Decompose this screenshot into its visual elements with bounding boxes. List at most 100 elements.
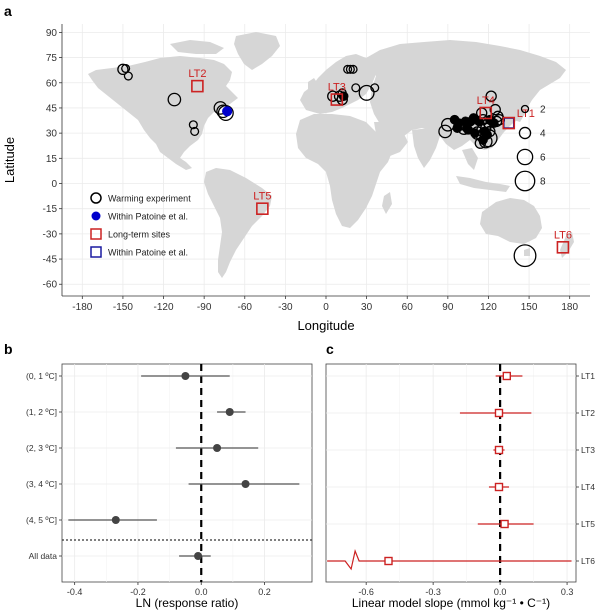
size-legend-label: 2 (540, 105, 546, 116)
panel-c-x-axis-label: Linear model slope (mmol kg⁻¹ • C⁻¹) (352, 596, 550, 610)
long-term-site-label: LT2 (188, 68, 206, 80)
c-x-tick-label: -0.3 (425, 587, 441, 597)
land-north-america (88, 56, 238, 170)
warming-site-point (489, 103, 501, 116)
long-term-site-label: LT1 (517, 108, 535, 120)
panel-b-marks (62, 364, 312, 582)
map-land (88, 32, 574, 278)
land-australia (480, 198, 542, 244)
size-legend-circle (520, 104, 530, 114)
map-y-axis-label: Latitude (2, 137, 17, 183)
warming-site-point-filled (478, 135, 488, 145)
long-term-site-square (256, 202, 269, 215)
land-arctic-islands (170, 40, 224, 54)
map-y-tick-label: -60 (43, 280, 58, 291)
warming-site-point (188, 120, 198, 130)
land-madagascar (382, 192, 392, 214)
patoine-site-point (222, 106, 233, 117)
map-legend: Warming experiment Within Patoine et al. L… (90, 192, 191, 258)
map-y-tick-label: -15 (43, 204, 58, 215)
c-point (494, 408, 504, 418)
panel-b-x-axis-label: LN (response ratio) (136, 596, 239, 610)
b-point (194, 552, 203, 560)
panel-b-axes: -0.4 -0.2 0.0 0.2 (0, 1 ºC] (1, 2 ºC] (2, 3 ºC… (26, 371, 271, 597)
warming-site-point (513, 244, 537, 268)
warming-site-point (485, 90, 497, 102)
warming-site-point (345, 64, 355, 74)
map-y-tick-label: -30 (43, 229, 58, 240)
c-category-label: LT1 (581, 371, 595, 381)
warming-site-point (167, 92, 182, 107)
map-y-tick-label: 90 (46, 28, 58, 39)
map-x-tick-label: 150 (521, 302, 538, 313)
land-africa (296, 114, 392, 228)
long-term-site-square (191, 79, 204, 93)
b-point (111, 516, 120, 524)
legend-label: Within Patoine et al. (108, 248, 188, 258)
size-legend-label: 6 (540, 153, 546, 164)
b-point (181, 372, 190, 380)
long-term-site-label: LT3 (328, 82, 346, 94)
long-term-site-square (330, 93, 344, 106)
c-x-tick-label: -0.6 (358, 587, 374, 597)
map-x-tick-label: -120 (154, 302, 174, 313)
long-term-site-square (502, 116, 516, 130)
b-category-label: All data (29, 551, 58, 561)
legend-marker-square (90, 246, 102, 258)
legend-marker-warming (90, 192, 102, 204)
land-uk (308, 78, 318, 92)
map-x-tick-label: -30 (278, 302, 293, 313)
legend-label: Within Patoine et al. (108, 212, 188, 222)
warming-site-point (343, 64, 353, 74)
b-category-label: (1, 2 ºC] (26, 407, 57, 417)
panel-b-forest-plot: b -0.4 -0.2 0.0 0.2 (0, 1 ºC] (1, 2 ºC] (2, 3 … (4, 341, 313, 610)
panel-c-forest-plot: c -0.6 -0.3 0.0 0.3 LT1 LT2 LT3 LT4 LT5 LT6 Linea… (325, 341, 595, 610)
long-term-site-label: LT6 (554, 229, 572, 241)
warming-site-point (358, 84, 375, 101)
c-category-label: LT5 (581, 519, 595, 529)
panel-a-letter: a (4, 3, 12, 19)
b-category-label: (0, 1 ºC] (26, 371, 57, 381)
map-x-tick-label: 30 (361, 302, 373, 313)
legend-marker-square (90, 228, 102, 240)
map-x-tick-label: -90 (197, 302, 212, 313)
land-south-america (204, 168, 272, 278)
land-new-zealand (560, 232, 574, 258)
land-tasmania (524, 248, 530, 256)
warming-site-point-filled (452, 123, 463, 133)
size-legend-circle (518, 126, 532, 140)
map-y-tick-label: 45 (46, 103, 58, 114)
long-term-site-square (479, 106, 493, 120)
b-point (213, 444, 222, 452)
size-legend-circle (514, 170, 536, 192)
land-india (412, 128, 440, 168)
size-legend-circle (516, 148, 534, 166)
map-x-tick-label: 120 (480, 302, 497, 313)
warming-site-point-filled (489, 118, 499, 128)
c-point (494, 445, 504, 455)
land-southeast-asia (462, 148, 478, 170)
map-y-tick-label: 75 (46, 53, 58, 64)
land-greenland (234, 32, 280, 70)
map-y-tick-label: 15 (46, 154, 58, 165)
b-x-tick-label: -0.2 (130, 587, 146, 597)
c-x-tick-label: 0.0 (494, 587, 507, 597)
map-axes: -180 -150 -120 -90 -60 -30 0 30 60 90 120 150 180-60… (43, 24, 590, 313)
map-y-tick-label: 30 (46, 129, 58, 140)
size-legend-label: 4 (540, 129, 546, 140)
c-point (384, 556, 393, 566)
land-asia (366, 40, 566, 150)
map-x-tick-label: 0 (323, 302, 329, 313)
panel-b-letter: b (4, 341, 13, 357)
map-y-tick-label: 60 (46, 78, 58, 89)
b-category-label: (3, 4 ºC] (26, 479, 57, 489)
panel-b-plot-area (61, 363, 313, 583)
c-x-tick-label: 0.3 (561, 587, 574, 597)
map-points: LT1 LT2 LT3 LT4 LT5 LT6 (117, 63, 572, 268)
warming-site-point (117, 63, 129, 76)
long-term-site-label: LT4 (477, 95, 495, 107)
warming-site-point (348, 64, 358, 74)
b-x-tick-label: 0.0 (195, 587, 208, 597)
c-category-label: LT2 (581, 408, 595, 418)
legend-marker-patoine (91, 211, 101, 221)
